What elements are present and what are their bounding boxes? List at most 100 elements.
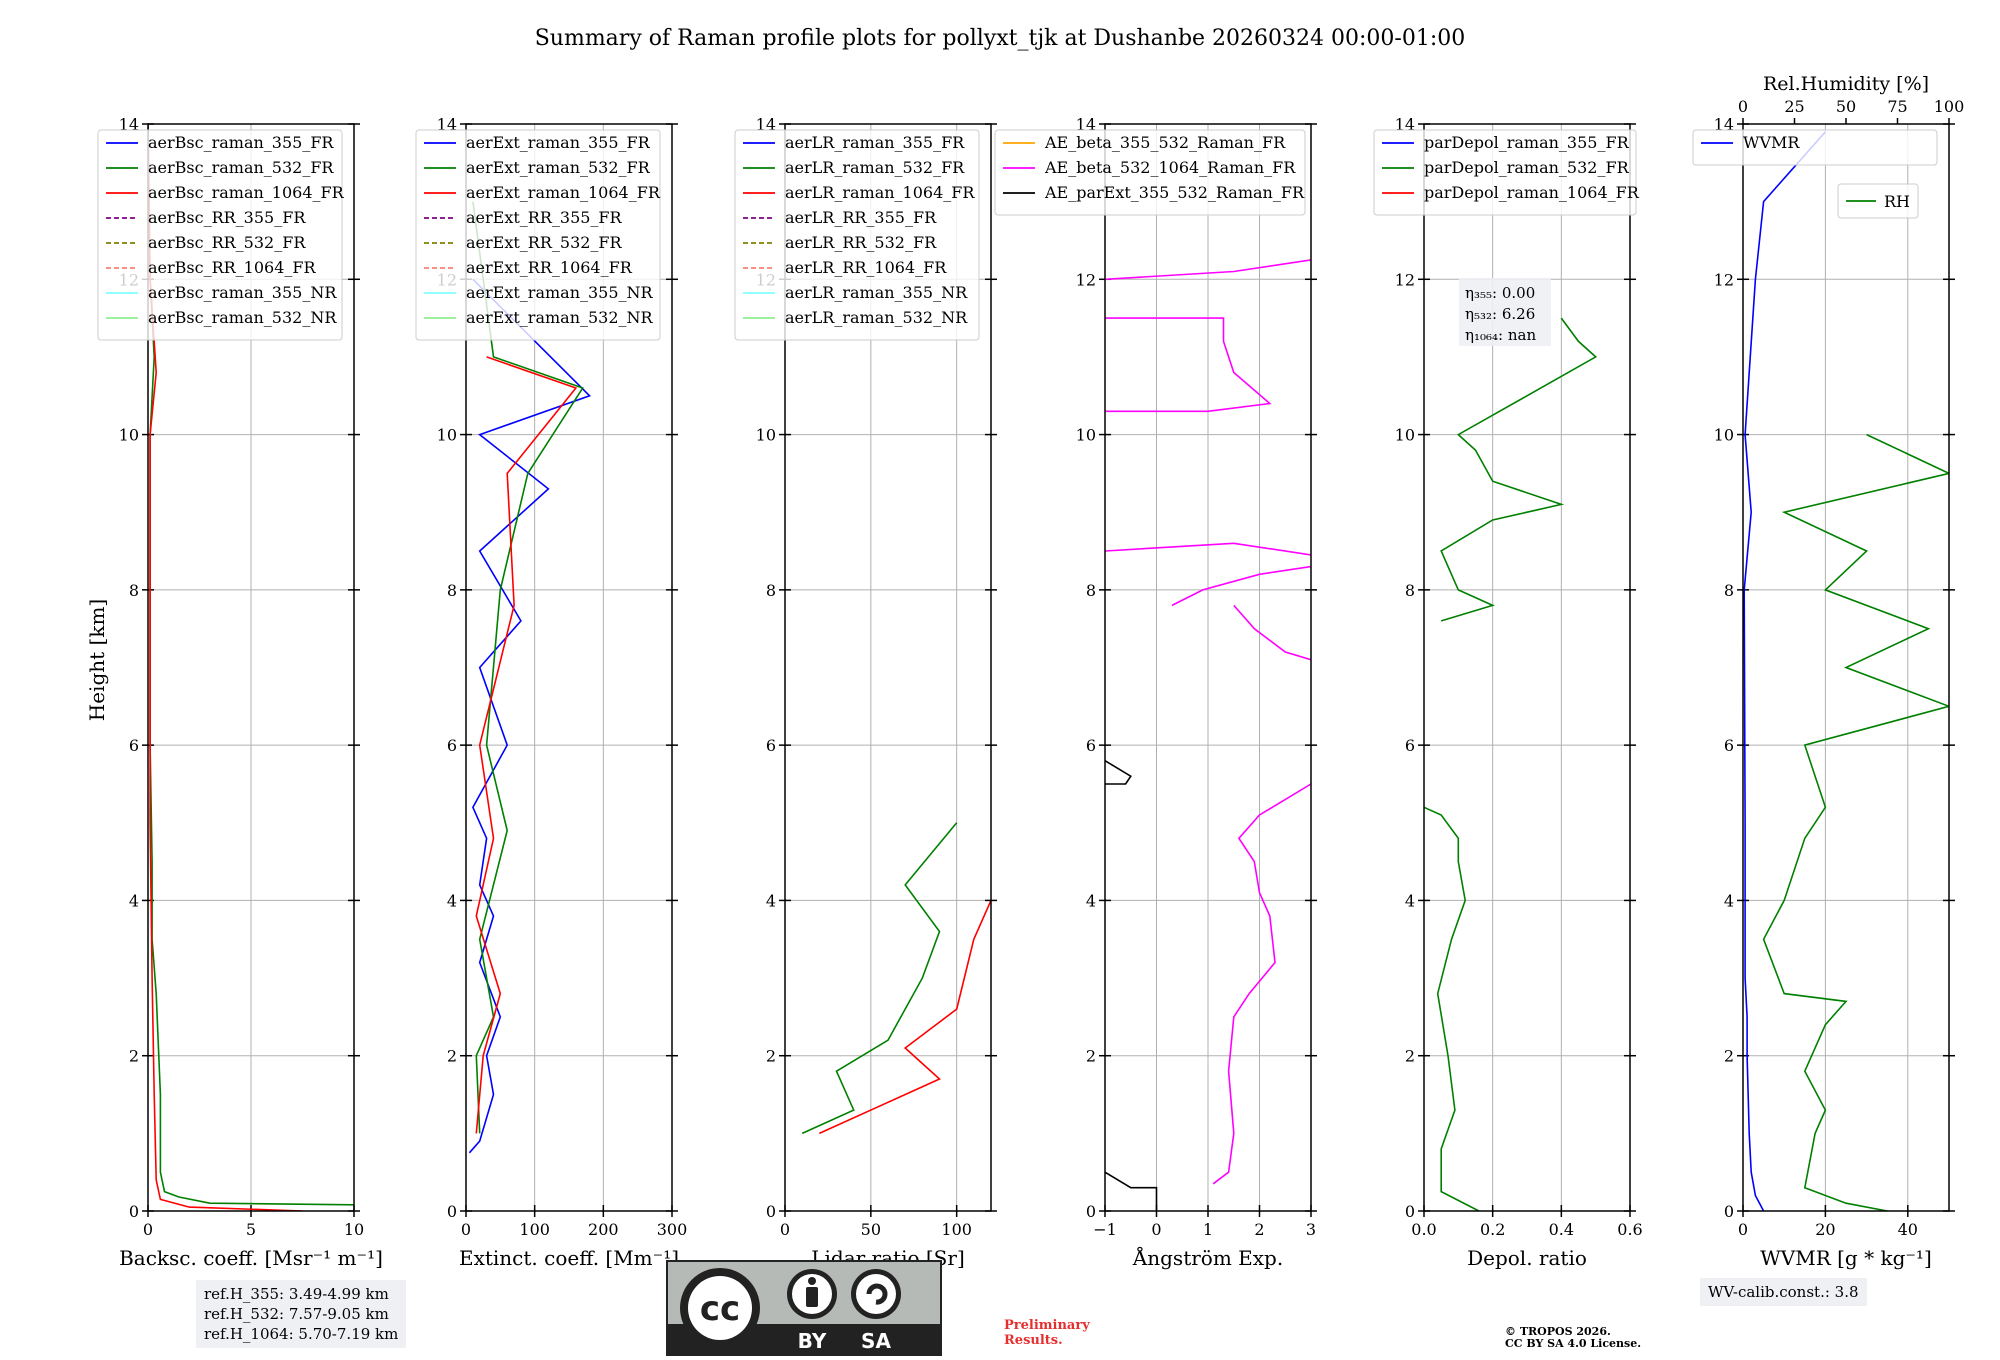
copyright-line-2: CC BY SA 4.0 License. [1505,1337,1642,1350]
series-line-AE_beta_532_1064_Raman_FR [1105,259,1311,281]
series-line-AE_beta_532_1064_Raman_FR [1105,542,1311,556]
series-line-AE_parExt_355_532_Raman_FR [1105,760,1132,785]
y-tick-label: 8 [129,581,139,600]
x-tick-label: 20 [1815,1220,1835,1239]
wv-calibration-text: WV-calib.const.: 3.8 [1708,1283,1859,1301]
y-tick-label: 12 [1714,270,1734,289]
legend-entry: aerBsc_RR_1064_FR [148,258,317,277]
y-tick-label: 2 [447,1047,457,1066]
legend-entry: aerExt_raman_355_FR [466,133,651,152]
y-tick-label: 8 [766,581,776,600]
panels: 024681012140510Backsc. coeff. [Msr⁻¹ m⁻¹… [97,73,1964,1270]
series-group [1424,317,1598,1211]
cc-by-sa-license-badge: cc BY SA [666,1260,942,1356]
axes-frame [1742,123,1950,1212]
legend-entry: AE_parExt_355_532_Raman_FR [1044,183,1305,202]
x2-tick-label: 25 [1784,97,1804,116]
y-tick-label: 10 [119,426,139,445]
y-tick-label: 2 [1405,1047,1415,1066]
series-line-aerExt_raman_355_FR [468,278,592,1154]
legend2-entry: RH [1884,192,1910,211]
legend-entry: aerBsc_raman_532_NR [148,308,337,327]
sa-arrow-icon [866,1283,888,1305]
eta-value: η₃₅₅: 0.00 [1465,284,1535,302]
y-tick-label: 8 [1405,581,1415,600]
y-tick-label: 0 [1405,1202,1415,1221]
legend-entry: aerExt_raman_532_NR [466,308,654,327]
y-tick-label: 8 [1086,581,1096,600]
legend-entry: aerLR_raman_532_NR [785,308,968,327]
x-tick-label: 0 [143,1220,153,1239]
series-line-aerExt_raman_532_FR [472,201,584,1134]
legend-entry: aerLR_raman_355_NR [785,283,968,302]
legend-entry: AE_beta_532_1064_Raman_FR [1044,158,1296,177]
x2-tick-label: 50 [1836,97,1856,116]
panel-dep: 0 2 4 6 8 10 12 14 0.0 0.2 0.4 0.6 Depol. ratio parDe… [1373,115,1643,1270]
x-tick-label: 100 [941,1220,972,1239]
legend-entry: aerBsc_raman_355_NR [148,283,337,302]
y-tick-label: 4 [1405,891,1415,910]
wv-calibration-box: WV-calib.const.: 3.8 [1700,1278,1867,1306]
y-tick-label: 14 [119,115,139,134]
legend-entry: aerExt_RR_532_FR [466,233,623,252]
panel-ext: 024681012140100200300Extinct. coeff. [Mm… [415,115,687,1270]
y-tick-label: 6 [129,736,139,755]
y-tick-label: 0 [1724,1202,1734,1221]
legend-entry: WVMR [1743,133,1800,152]
legend-entry: aerExt_RR_355_FR [466,208,623,227]
y-tick-label: 4 [1086,891,1096,910]
y-tick-label: 10 [437,426,457,445]
legend-entry: parDepol_raman_1064_FR [1424,183,1640,202]
by-person-head-icon [808,1277,816,1285]
y-tick-label: 6 [766,736,776,755]
legend-entry: aerLR_raman_1064_FR [785,183,975,202]
y-tick-label: 2 [1086,1047,1096,1066]
series-group [801,822,991,1135]
y-axis-label: Height [km] [85,599,109,721]
y-tick-label: 4 [447,891,457,910]
y-tick-label: 2 [1724,1047,1734,1066]
ref-height-532: ref.H_532: 7.57-9.05 km [204,1305,389,1323]
y-tick-label: 14 [1714,115,1734,134]
badge-by-label: BY [798,1329,827,1353]
y-tick-label: 0 [129,1202,139,1221]
y-tick-label: 6 [1724,736,1734,755]
y-tick-label: 0 [766,1202,776,1221]
axes-frame [1104,123,1312,1212]
y-tick-label: 0 [1086,1202,1096,1221]
y-tick-label: 14 [1395,115,1415,134]
axes-frame [784,123,992,1212]
badge-sa-label: SA [861,1329,891,1353]
y-tick-label: 10 [1395,426,1415,445]
x-tick-label: 0.4 [1549,1220,1574,1239]
y-tick-label: 10 [1714,426,1734,445]
axes-frame [1423,123,1631,1212]
legend-box [1692,129,1938,166]
series-line-aerBsc_raman_532_FR [148,124,354,1206]
legend-entry: aerLR_RR_355_FR [785,208,937,227]
x-tick-label: 1 [1203,1220,1213,1239]
legend-entry: aerExt_RR_1064_FR [466,258,633,277]
series-line-aerBsc_raman_1064_FR [148,124,303,1211]
x-tick-label: 0 [1151,1220,1161,1239]
legend-entry: aerExt_raman_532_FR [466,158,651,177]
series-line-AE_beta_532_1064_Raman_FR [1212,783,1311,1185]
x-tick-label: 0.0 [1411,1220,1436,1239]
x2-tick-label: 75 [1887,97,1907,116]
y-tick-label: 4 [129,891,139,910]
by-person-body-icon [806,1287,818,1307]
legend-entry: aerBsc_raman_1064_FR [148,183,345,202]
legend-entry: aerExt_raman_1064_FR [466,183,661,202]
cc-logo-inner [688,1276,752,1340]
y-tick-label: 8 [447,581,457,600]
series-line-AE_beta_532_1064_Raman_FR [1105,317,1272,413]
legend-box [734,129,980,341]
x-axis-label: WVMR [g * kg⁻¹] [1760,1246,1932,1270]
x-tick-label: 200 [588,1220,619,1239]
eta-value: η₅₃₂: 6.26 [1465,305,1535,323]
series-group [1105,259,1311,1211]
x-tick-label: 100 [519,1220,550,1239]
figure-title: Summary of Raman profile plots for polly… [535,26,1466,51]
x2-axis-label: Rel.Humidity [%] [1763,73,1929,95]
series-line-AE_parExt_355_532_Raman_FR [1105,1171,1158,1211]
